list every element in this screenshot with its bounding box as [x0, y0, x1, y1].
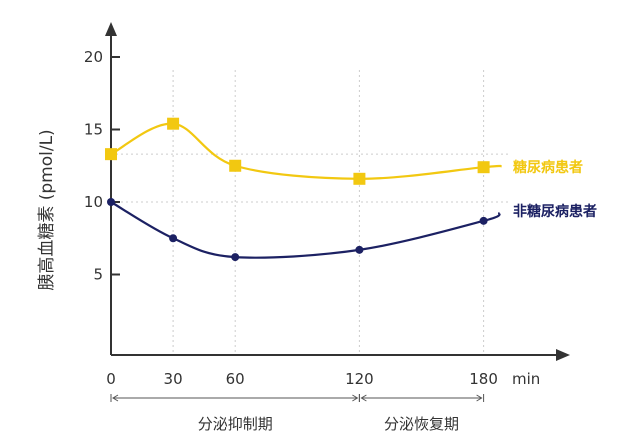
data-point-square — [229, 159, 242, 172]
x-tick-label: 0 — [106, 370, 116, 388]
phase-label: 分泌恢复期 — [384, 415, 459, 433]
data-point-square — [105, 148, 117, 161]
data-point-circle — [169, 234, 178, 243]
arrow-left-icon — [360, 394, 367, 402]
y-tick-label: 5 — [93, 266, 103, 284]
arrow-right-icon — [476, 394, 483, 402]
arrow-left-icon — [112, 394, 119, 402]
x-axis-label: min — [512, 370, 540, 388]
data-point-circle — [231, 253, 240, 262]
y-tick-label: 15 — [84, 121, 103, 139]
x-axis-arrow-icon — [556, 349, 570, 361]
data-point-circle — [479, 216, 488, 225]
data-point-square — [477, 161, 490, 174]
data-point-square — [353, 172, 366, 185]
x-tick-label: 60 — [226, 370, 245, 388]
data-point-square — [167, 117, 180, 130]
data-point-circle — [355, 245, 364, 254]
phase-label: 分泌抑制期 — [198, 415, 273, 433]
arrow-right-icon — [352, 394, 359, 402]
legend-non-diabetic: 非糖尿病患者 — [513, 203, 597, 220]
x-tick-label: 30 — [164, 370, 183, 388]
series-line-0 — [110, 122, 503, 180]
legend-diabetic: 糖尿病患者 — [513, 159, 583, 176]
x-tick-label: 180 — [469, 370, 498, 388]
y-tick-label: 10 — [84, 193, 103, 211]
x-tick-label: 120 — [345, 370, 374, 388]
series-line-1 — [110, 201, 501, 259]
y-axis-label: 胰高血糖素 (pmol/L) — [37, 129, 57, 290]
y-axis-arrow-icon — [105, 22, 117, 36]
data-point-circle — [107, 198, 115, 206]
y-tick-label: 20 — [84, 48, 103, 66]
